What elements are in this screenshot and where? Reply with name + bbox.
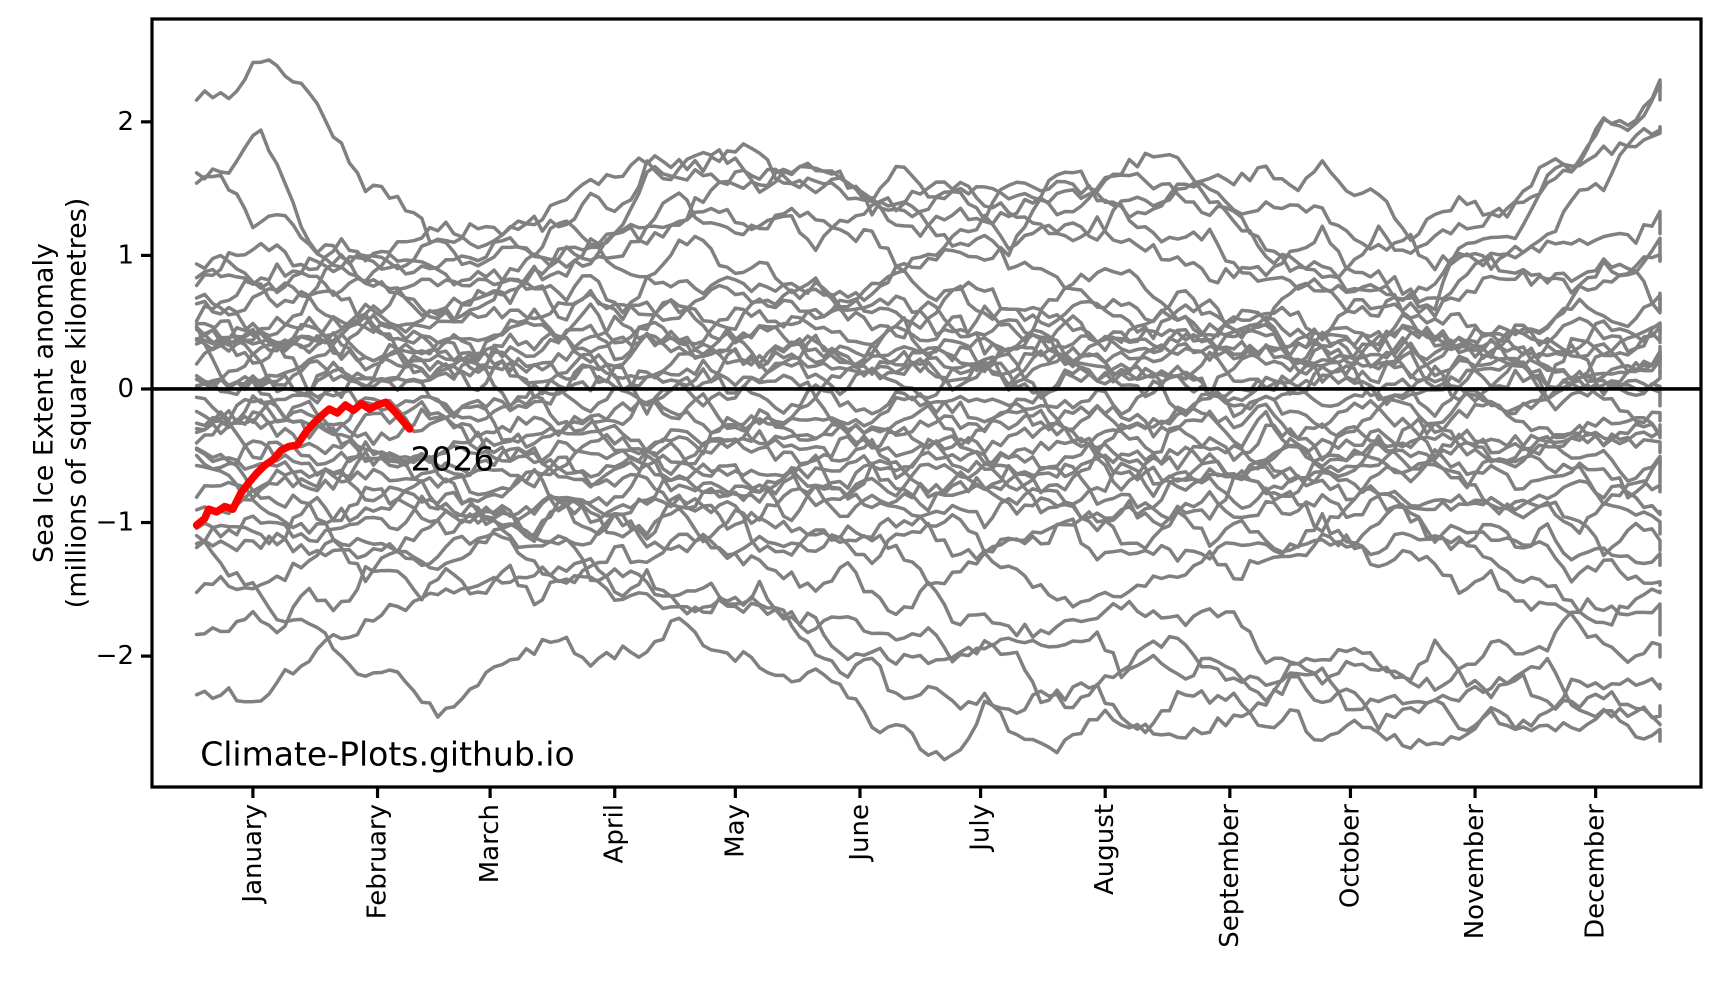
x-tick-label: July [966, 804, 996, 853]
year-line [194, 475, 1662, 558]
year-line [194, 78, 1662, 298]
x-tick-label: November [1460, 804, 1490, 940]
year-line [194, 563, 1662, 727]
year-line [194, 410, 1662, 486]
year-line [194, 556, 1662, 720]
year-line [194, 351, 1662, 408]
year-line [194, 379, 1662, 436]
highlight-year-label: 2026 [411, 440, 495, 479]
y-tick-label: 2 [117, 107, 134, 137]
year-line [194, 126, 1662, 295]
watermark-text: Climate-Plots.github.io [200, 735, 574, 774]
x-axis-ticks: January February March April May June July Augu… [238, 787, 1611, 948]
x-tick-label: September [1215, 804, 1245, 948]
highlight-2026-line [192, 398, 414, 529]
x-tick-label: June [845, 804, 875, 863]
year-line [194, 446, 1662, 517]
year-line [194, 124, 1662, 330]
x-tick-label: April [600, 804, 630, 863]
year-line [194, 330, 1662, 402]
y-tick-label: −2 [96, 641, 134, 671]
year-line [194, 483, 1662, 567]
x-tick-label: August [1090, 804, 1120, 895]
year-line [194, 324, 1662, 755]
year-line [194, 314, 1662, 378]
x-tick-label: February [363, 804, 393, 919]
y-tick-label: −1 [96, 508, 134, 538]
year-line [194, 531, 1662, 692]
x-tick-label: October [1335, 804, 1365, 908]
year-line [194, 501, 1662, 637]
y-axis-label-line2: (millions of square kilometres) [62, 198, 93, 609]
year-line [194, 325, 1662, 398]
x-tick-label: March [475, 804, 505, 883]
year-line [194, 142, 1662, 323]
y-tick-label: 1 [117, 240, 134, 270]
year-line [194, 499, 1662, 665]
y-axis-ticks: 2 1 0 −1 −2 [96, 107, 152, 671]
x-tick-label: May [720, 804, 750, 858]
year-line [194, 81, 1662, 341]
x-tick-label: December [1581, 804, 1611, 939]
year-line [194, 533, 1662, 762]
year-line [194, 493, 1662, 587]
year-line [194, 453, 1662, 536]
historical-year-lines [194, 58, 1662, 762]
year-line [194, 440, 1662, 507]
year-line [194, 352, 1662, 411]
y-axis-label-line1: Sea Ice Extent anomaly [29, 243, 60, 563]
axes-spines [150, 17, 1703, 789]
year-line [194, 164, 1662, 354]
year-line [194, 128, 1662, 369]
year-line [194, 148, 1662, 304]
x-tick-label: January [238, 804, 268, 905]
y-tick-label: 0 [117, 374, 134, 404]
